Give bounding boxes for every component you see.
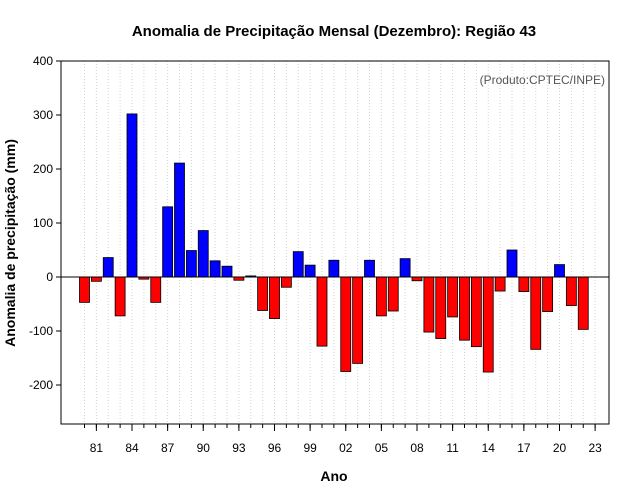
bar-1981 <box>90 276 102 282</box>
x-tick-label-02: 02 <box>339 441 353 455</box>
x-tick-label-17: 17 <box>517 441 531 455</box>
bar-1999 <box>304 264 316 278</box>
x-tick-label-05: 05 <box>375 441 389 455</box>
bar-1982 <box>102 257 114 278</box>
bar-2018 <box>530 276 542 350</box>
bar-1992 <box>221 265 233 278</box>
bar-2015 <box>494 276 506 292</box>
product-credit: (Produto:CPTEC/INPE) <box>480 73 605 87</box>
y-tick-label-300: 300 <box>33 108 53 122</box>
bar-1983 <box>114 276 126 317</box>
bar-1986 <box>150 276 162 303</box>
bar-1998 <box>292 251 304 278</box>
x-tick-label-23: 23 <box>588 441 602 455</box>
bar-1987 <box>162 206 174 278</box>
bar-2016 <box>506 249 518 278</box>
bar-1995 <box>257 276 269 311</box>
bar-2019 <box>542 276 554 312</box>
bar-1990 <box>197 230 209 278</box>
x-tick-label-90: 90 <box>197 441 211 455</box>
bar-2021 <box>565 276 577 307</box>
y-axis-label: Anomalia de precipitação (mm) <box>2 139 18 347</box>
y-tick-label--200: -200 <box>29 378 53 392</box>
y-tick-label-400: 400 <box>33 54 53 68</box>
x-tick-label-81: 81 <box>90 441 104 455</box>
bar-1996 <box>269 276 280 319</box>
y-tick-label--100: -100 <box>29 324 53 338</box>
bar-2003 <box>352 276 364 364</box>
x-tick-label-84: 84 <box>125 441 139 455</box>
bar-2000 <box>316 276 328 347</box>
bar-2005 <box>375 276 387 317</box>
y-axis: -200 -100 0 100 200 300 400 <box>29 54 61 392</box>
x-axis: 81 84 87 90 93 96 99 02 05 08 11 14 17 20 23 <box>84 424 602 455</box>
plot-frame <box>60 60 610 425</box>
bar-2008 <box>411 276 423 282</box>
bar-2001 <box>328 259 340 278</box>
bar-2017 <box>518 276 530 292</box>
bar-1991 <box>209 260 221 278</box>
bar-1984 <box>126 113 138 278</box>
y-tick-label-200: 200 <box>33 162 53 176</box>
bar-2011 <box>447 276 459 318</box>
bar-1989 <box>185 250 197 278</box>
x-tick-label-93: 93 <box>232 441 246 455</box>
vertical-grid <box>84 61 596 424</box>
bar-2022 <box>577 276 589 330</box>
bar-1980 <box>79 276 90 303</box>
x-tick-label-99: 99 <box>303 441 317 455</box>
y-tick-label-100: 100 <box>33 216 53 230</box>
bar-2014 <box>482 276 494 373</box>
bar-2012 <box>459 276 470 341</box>
x-tick-label-96: 96 <box>268 441 282 455</box>
bar-2009 <box>423 276 435 333</box>
bar-1997 <box>280 276 292 288</box>
bar-2006 <box>387 276 399 312</box>
bar-2002 <box>340 276 352 372</box>
bar-2010 <box>435 276 447 339</box>
chart-title: Anomalia de Precipitação Mensal (Dezembr… <box>132 23 536 40</box>
x-tick-label-11: 11 <box>446 441 459 455</box>
bar-2004 <box>364 259 375 278</box>
y-tick-label-0: 0 <box>46 270 53 284</box>
bar-2020 <box>554 264 565 278</box>
bar-2007 <box>399 258 411 278</box>
bar-1988 <box>174 162 185 278</box>
x-tick-label-20: 20 <box>553 441 567 455</box>
x-tick-label-08: 08 <box>410 441 424 455</box>
x-tick-label-87: 87 <box>161 441 175 455</box>
x-axis-label: Ano <box>320 468 347 484</box>
x-tick-label-14: 14 <box>482 441 496 455</box>
bar-2013 <box>470 276 482 348</box>
bar-series <box>79 113 589 373</box>
